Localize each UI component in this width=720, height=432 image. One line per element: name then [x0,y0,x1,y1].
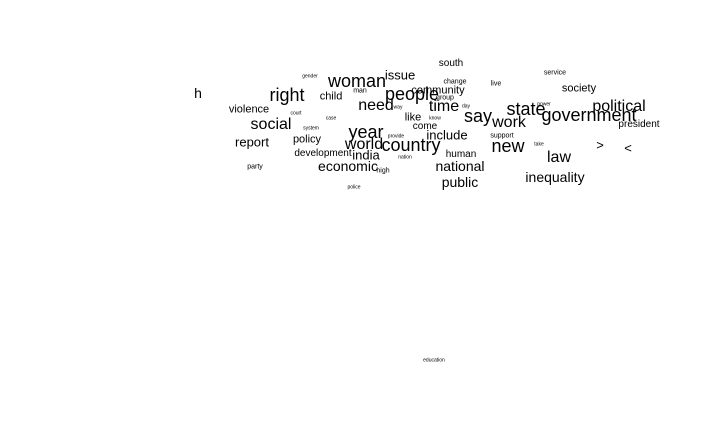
word-people: people [384,84,440,104]
word-party: party [247,163,263,171]
word-service: service [543,69,567,77]
word-india: india [352,147,380,163]
word-development: development [294,148,352,159]
word-new: new [491,136,525,156]
word-court: court [290,110,302,117]
word-power: power [537,101,551,108]
word-government: government [541,105,637,125]
word-national: national [435,158,485,174]
word-state: state [506,99,546,119]
word-time: time [428,98,460,115]
word-provide: provide [387,133,405,140]
word-gender: gender [302,73,318,80]
word-public: public [441,174,479,190]
word-case: case [325,115,337,122]
word-issue: issue [384,67,416,83]
word-country: country [381,135,441,155]
word-police: police [347,184,361,191]
word-society: society [561,82,597,95]
word-right: right [269,85,305,105]
word-support: support [490,132,514,140]
word-say: say [463,106,493,126]
word-know: know [429,115,441,122]
word-political: political [592,98,646,115]
word-change: change [443,78,467,86]
word-h: h [194,85,202,101]
word-include: include [426,127,468,143]
word-inequality: inequality [525,169,585,185]
word-education: education [423,357,445,364]
word-live: live [490,80,502,88]
word-man: man [353,87,367,95]
word-way: way [393,104,403,111]
word-policy: policy [292,133,322,146]
word-lt: < [624,140,632,156]
word-year: year [348,122,384,142]
word-group: group [436,94,454,102]
word-south: south [438,58,464,69]
word-law: law [546,149,572,166]
word-day: day [461,103,471,110]
word-woman: woman [327,71,387,91]
word-nation: nation [398,154,412,161]
word-system: system [303,125,319,132]
word-work: work [492,114,526,131]
word-gt: > [596,137,604,153]
word-president: president [618,119,660,130]
word-high: high [376,167,390,175]
word-like: like [404,111,422,124]
word-come: come [412,121,438,132]
word-need: need [358,97,394,114]
word-human: human [445,149,477,160]
word-economic: economic [318,158,378,174]
word-social: social [250,116,292,133]
word-violence: violence [228,103,270,116]
word-report: report [235,134,269,150]
word-take: take [534,141,544,148]
word-world: world [344,136,384,153]
word-child: child [319,90,343,103]
word-community: community [411,84,465,97]
